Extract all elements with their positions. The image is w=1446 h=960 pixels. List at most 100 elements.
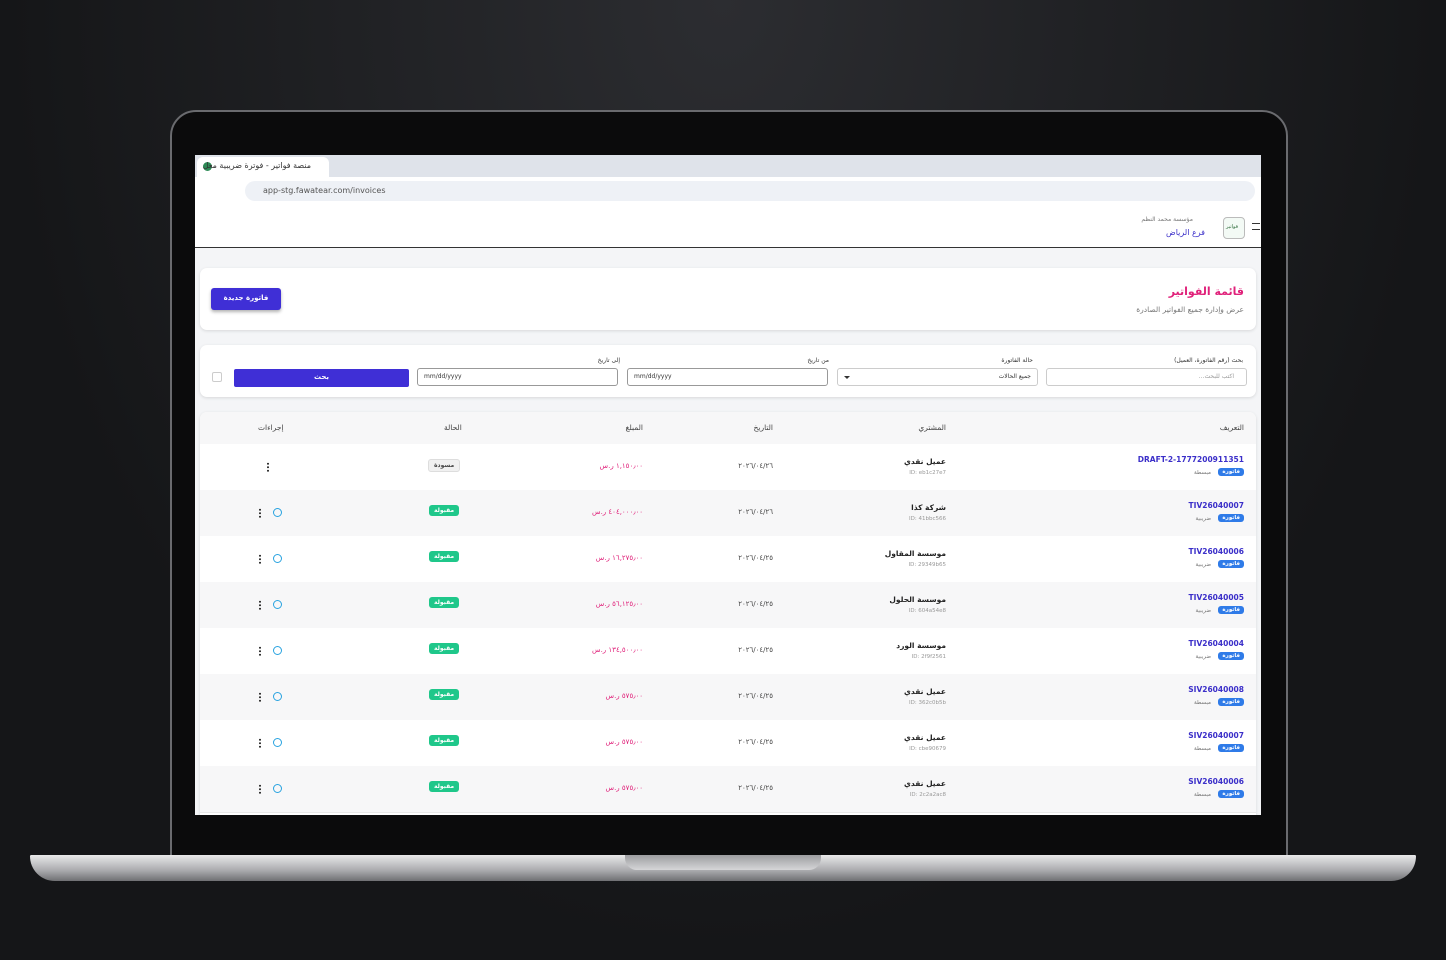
date: ٢٠٢٦/٠٤/٢٦ — [738, 462, 773, 470]
info-icon[interactable] — [273, 554, 282, 563]
status-badge: مسودة — [428, 459, 461, 472]
actions-menu[interactable] — [259, 646, 261, 656]
actions-menu[interactable] — [267, 462, 269, 472]
invoice-badge: فاتورة — [1218, 744, 1244, 752]
buyer-id: ID: 362c0b5b — [909, 700, 946, 706]
amount: ٥٦,١٢٥٫٠٠ ر.س — [595, 600, 643, 608]
invoice-id[interactable]: TIV26040004 — [1188, 639, 1244, 648]
invoice-kind: مبسطة — [1194, 792, 1211, 798]
actions-menu[interactable] — [259, 738, 261, 748]
table-row: SIV26040008 فاتورة مبسطة عميل نقدي ID: 362c0… — [200, 674, 1256, 721]
actions-menu[interactable] — [259, 600, 261, 610]
tab-icon — [203, 162, 212, 171]
table-row: TIV26040007 فاتورة ضريبية شركة كذا ID: 41bbc… — [200, 490, 1256, 537]
column-header: إجراءات — [258, 423, 284, 432]
button-text: فاتورة جديدة — [223, 294, 269, 302]
info-icon[interactable] — [273, 784, 282, 793]
buyer: موسسة المقاول — [884, 549, 946, 558]
invoice-kind: ضريبية — [1195, 562, 1211, 568]
info-icon[interactable] — [273, 738, 282, 747]
invoice-badge: فاتورة — [1218, 790, 1244, 798]
branch[interactable]: فرع الرياض — [1166, 228, 1205, 237]
from-date[interactable]: mm/dd/yyyy — [627, 368, 828, 386]
status-select[interactable]: جميع الحالات — [837, 368, 1038, 386]
search-button[interactable]: بحث — [234, 369, 409, 387]
invoice-badge: فاتورة — [1218, 514, 1244, 522]
buyer-id: ID: 604a54e8 — [908, 608, 946, 614]
buyer-id: ID: 2f9f2561 — [911, 654, 946, 660]
actions-menu[interactable] — [259, 784, 261, 794]
tab[interactable]: منصة فواتير - فوترة ضريبية معل — [197, 157, 329, 177]
invoice-badge: فاتورة — [1218, 560, 1244, 568]
invoice-badge: فاتورة — [1218, 698, 1244, 706]
column-header: التاريخ — [753, 423, 773, 432]
buyer-id: ID: 2c2a2ac8 — [909, 792, 946, 798]
buyer: موسسة الورد — [896, 641, 946, 650]
url: app-stg.fawatear.com/invoices — [263, 186, 386, 195]
invoice-id[interactable]: SIV26040007 — [1188, 731, 1244, 740]
from-label: من تاريخ — [807, 357, 829, 364]
date: ٢٠٢٦/٠٤/٢٥ — [738, 784, 773, 792]
status-badge: مقبولة — [429, 597, 460, 608]
amount: ٥٧٥٫٠٠ ر.س — [605, 692, 643, 700]
page-title: قائمة الفواتير — [1168, 285, 1244, 298]
info-icon[interactable] — [273, 646, 282, 655]
info-icon[interactable] — [273, 508, 282, 517]
date: ٢٠٢٦/٠٤/٢٥ — [738, 554, 773, 562]
invoice-kind: مبسطة — [1194, 746, 1211, 752]
status-badge: مقبولة — [429, 551, 460, 562]
page-subtitle: عرض وإدارة جميع الفواتير الصادرة — [1136, 305, 1244, 314]
info-icon[interactable] — [273, 692, 282, 701]
filters-card: بحث (رقم الفاتورة، العميل) اكتب للبحث...… — [200, 345, 1256, 397]
invoice-id[interactable]: TIV26040006 — [1188, 547, 1244, 556]
buyer-id: ID: 41bbc566 — [909, 516, 946, 522]
app-header: فواتير مؤسسة محمد النظم فرع الرياض — [195, 207, 1261, 248]
invoice-badge: فاتورة — [1218, 606, 1244, 614]
column-header: التعريف — [1219, 423, 1244, 432]
new-invoice-button[interactable]: فاتورة جديدة — [211, 288, 281, 310]
buyer: عميل نقدي — [904, 457, 946, 466]
search-input[interactable]: اكتب للبحث... — [1046, 368, 1247, 386]
address-bar[interactable]: app-stg.fawatear.com/invoices — [245, 181, 1255, 201]
actions-menu[interactable] — [259, 692, 261, 702]
info-icon[interactable] — [273, 600, 282, 609]
address-bar-area: app-stg.fawatear.com/invoices — [195, 177, 1261, 208]
amount: ١٦,٢٧٥٫٠٠ ر.س — [595, 554, 643, 562]
invoice-table: التعريف المشتري التاريخ المبلغ الحالة إجراءات… — [200, 412, 1256, 815]
column-header: المبلغ — [625, 423, 643, 432]
invoice-id[interactable]: TIV26040005 — [1188, 593, 1244, 602]
title-card: قائمة الفواتير عرض وإدارة جميع الفواتير … — [200, 268, 1256, 330]
invoice-kind: مبسطة — [1194, 700, 1211, 706]
status-badge: مقبولة — [429, 781, 460, 792]
search-placeholder: اكتب للبحث... — [1198, 373, 1234, 380]
menu-icon[interactable] — [1252, 223, 1260, 230]
actions-menu[interactable] — [259, 508, 261, 518]
status-badge: مقبولة — [429, 505, 460, 516]
table-row: SIV26040007 فاتورة مبسطة عميل نقدي ID: cbe90… — [200, 720, 1256, 767]
invoice-id[interactable]: SIV26040006 — [1188, 777, 1244, 786]
date: ٢٠٢٦/٠٤/٢٦ — [738, 508, 773, 516]
table-row: SIV26040006 فاتورة مبسطة عميل نقدي ID: 2c2a2… — [200, 766, 1256, 813]
date: ٢٠٢٦/٠٤/٢٥ — [738, 692, 773, 700]
invoice-kind: ضريبية — [1195, 654, 1211, 660]
amount: ١٣٤,٥٠٠٫٠٠ ر.س — [592, 646, 643, 654]
refresh-button[interactable] — [212, 372, 222, 382]
column-header: الحالة — [444, 423, 462, 432]
status-badge: مقبولة — [429, 689, 460, 700]
invoice-id[interactable]: DRAFT-2-1777200911351 — [1137, 455, 1244, 464]
amount: ٥٧٥٫٠٠ ر.س — [605, 738, 643, 746]
actions-menu[interactable] — [259, 554, 261, 564]
table-row: TIV26040006 فاتورة ضريبية موسسة المقاول ID: … — [200, 536, 1256, 583]
invoice-id[interactable]: TIV26040007 — [1188, 501, 1244, 510]
date: ٢٠٢٦/٠٤/٢٥ — [738, 600, 773, 608]
company: مؤسسة محمد النظم — [1141, 216, 1193, 223]
column-header: المشتري — [918, 423, 946, 432]
invoice-id[interactable]: SIV26040008 — [1188, 685, 1244, 694]
date: ٢٠٢٦/٠٤/٢٥ — [738, 738, 773, 746]
table-row: TIV26040004 فاتورة ضريبية موسسة الورد ID: 2f… — [200, 628, 1256, 675]
status-label: حالة الفاتورة — [1001, 357, 1033, 364]
table-row: TIV26040005 فاتورة ضريبية موسسة الحلول ID: 6… — [200, 582, 1256, 629]
to-date[interactable]: mm/dd/yyyy — [417, 368, 618, 386]
date-placeholder: mm/dd/yyyy — [424, 373, 462, 380]
